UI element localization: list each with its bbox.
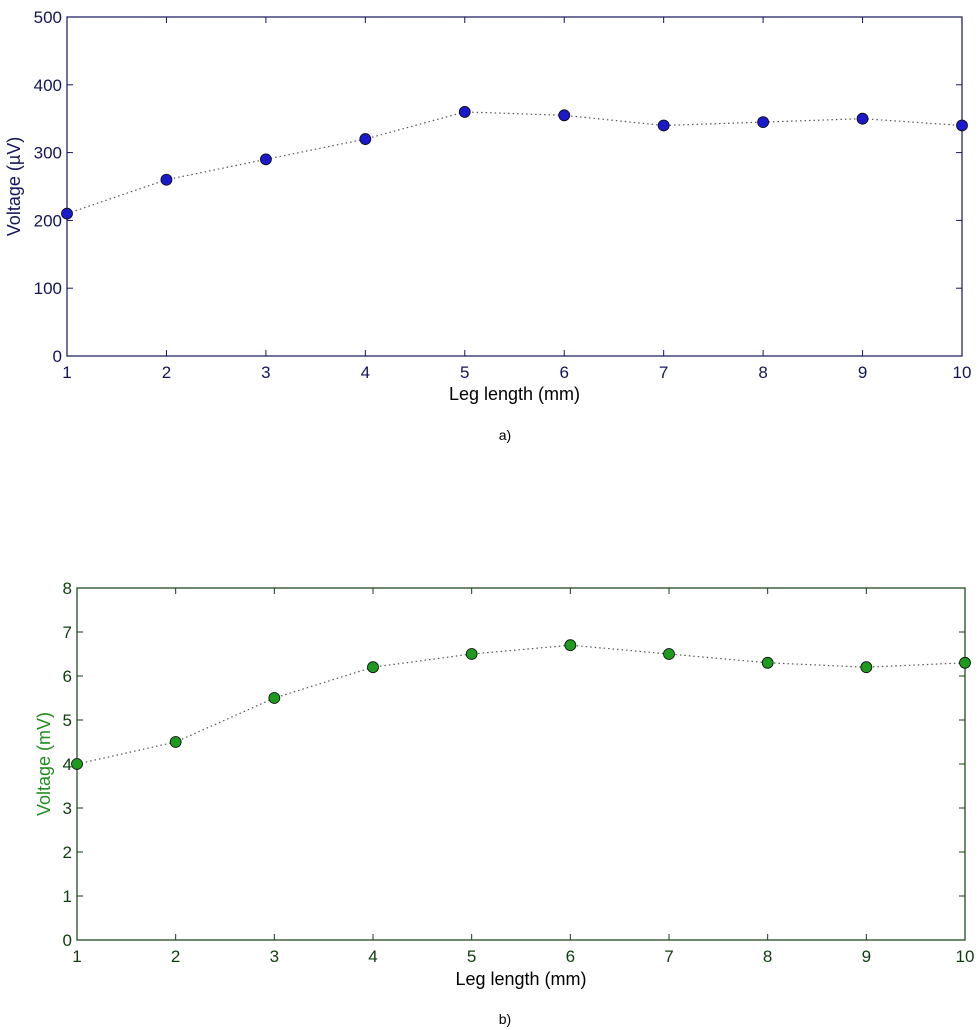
data-point — [160, 173, 173, 186]
x-tick-label: 6 — [566, 947, 575, 966]
x-tick-label: 8 — [758, 363, 767, 382]
y-tick-label: 500 — [34, 8, 62, 27]
y-tick-label: 2 — [63, 843, 72, 862]
chart-b-caption: b) — [499, 1011, 511, 1027]
data-point — [663, 648, 675, 660]
y-tick-label: 5 — [63, 711, 72, 730]
x-tick-label: 5 — [460, 363, 469, 382]
chart-b-x-axis-label: Leg length (mm) — [455, 969, 586, 989]
x-tick-label: 2 — [162, 363, 171, 382]
x-tick-label: 4 — [368, 947, 377, 966]
y-tick-label: 200 — [34, 211, 62, 230]
data-point — [259, 153, 272, 166]
y-tick-label: 300 — [34, 144, 62, 163]
data-point — [71, 758, 83, 770]
x-tick-label: 8 — [763, 947, 772, 966]
data-point — [359, 133, 372, 145]
x-tick-label: 9 — [858, 363, 867, 382]
y-tick-label: 4 — [63, 755, 72, 774]
data-point — [61, 207, 73, 220]
chart-b-y-axis-label: Voltage (mV) — [34, 712, 54, 816]
x-tick-label: 1 — [72, 947, 81, 966]
x-tick-label: 10 — [953, 363, 972, 382]
x-tick-label: 2 — [171, 947, 180, 966]
data-point — [761, 656, 774, 669]
x-tick-label: 3 — [261, 363, 270, 382]
chart-a-x-axis-label: Leg length (mm) — [449, 384, 580, 404]
y-tick-label: 0 — [63, 931, 72, 950]
chart-a-ticks — [66, 16, 963, 357]
x-tick-label: 7 — [659, 363, 668, 382]
data-point — [558, 109, 571, 122]
data-point — [458, 106, 471, 118]
data-point — [757, 116, 770, 128]
data-point — [959, 656, 971, 669]
y-tick-label: 400 — [34, 76, 62, 95]
chart-b-ticks — [76, 587, 966, 941]
y-tick-label: 6 — [63, 667, 72, 686]
y-tick-label: 8 — [63, 579, 72, 598]
data-point — [367, 661, 379, 674]
x-tick-label: 10 — [956, 947, 975, 966]
chart-b-plot-frame — [76, 587, 966, 941]
y-tick-label: 100 — [34, 279, 62, 298]
y-tick-label: 1 — [63, 887, 72, 906]
chart-b-points — [71, 639, 971, 770]
x-tick-label: 7 — [664, 947, 673, 966]
y-tick-label: 7 — [63, 623, 72, 642]
chart-a-caption: a) — [499, 427, 511, 443]
data-point — [564, 639, 577, 652]
data-point — [657, 119, 670, 132]
chart-a-points — [61, 106, 968, 220]
data-point — [856, 112, 869, 125]
x-tick-label: 1 — [62, 363, 71, 382]
x-tick-label: 9 — [862, 947, 871, 966]
x-tick-label: 6 — [559, 363, 568, 382]
data-point — [956, 119, 968, 132]
data-point — [860, 661, 873, 674]
x-tick-label: 3 — [270, 947, 279, 966]
x-tick-label: 5 — [467, 947, 476, 966]
data-point — [268, 692, 281, 704]
chart-a-y-axis-label: Voltage (µV) — [4, 137, 24, 236]
data-point — [169, 736, 182, 748]
y-tick-label: 0 — [53, 347, 62, 366]
data-point — [465, 648, 478, 660]
chart-a-plot-frame — [66, 16, 963, 357]
y-tick-label: 3 — [63, 799, 72, 818]
x-tick-label: 4 — [361, 363, 370, 382]
